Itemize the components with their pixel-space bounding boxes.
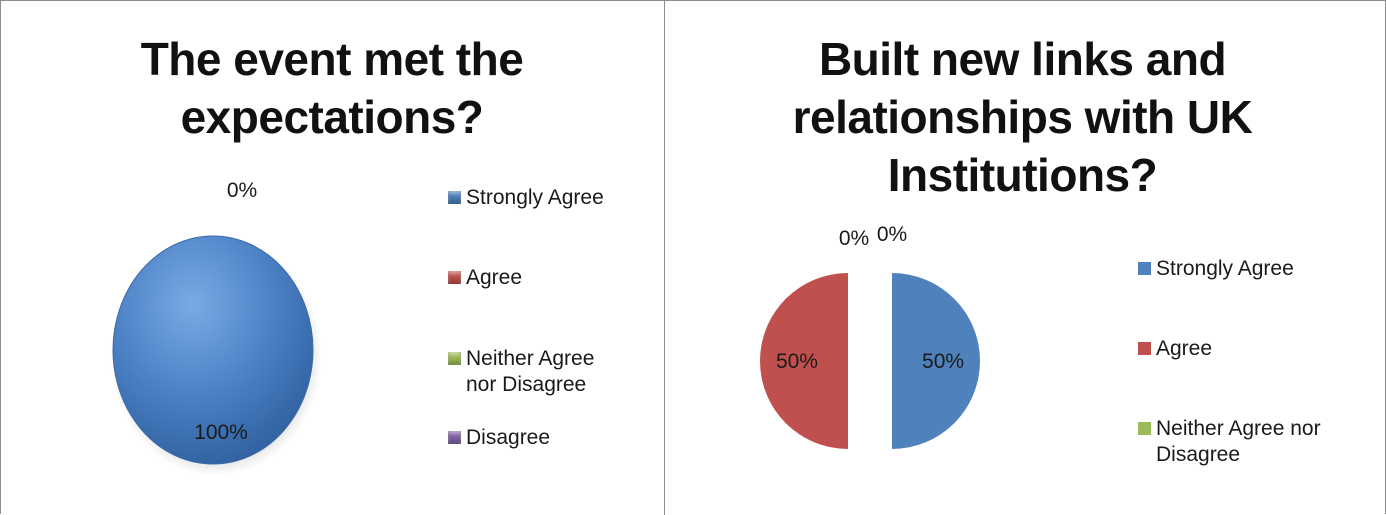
data-label-strongly-agree: 100% xyxy=(194,421,248,444)
data-label-strongly-agree: 50% xyxy=(922,350,964,373)
panel-divider xyxy=(664,0,665,515)
chart-title-line: relationships with UK xyxy=(792,91,1253,143)
legend-label-line: nor Disagree xyxy=(466,373,587,396)
legend-label: Strongly Agree xyxy=(1156,256,1294,282)
chart-title-line: Institutions? xyxy=(887,149,1158,201)
pie-slice-strongly-agree xyxy=(892,273,980,449)
chart-title: The event met the expectations? xyxy=(0,30,664,146)
legend-swatch xyxy=(448,431,461,444)
legend: Strongly Agree Agree Neither Agree nor D… xyxy=(1138,0,1378,515)
chart-title-line: The event met the xyxy=(140,33,524,85)
legend-label-line: Disagree xyxy=(1156,443,1241,466)
legend-swatch xyxy=(448,271,461,284)
data-label-zero: 0% xyxy=(877,223,907,246)
pie-plot-expectations: 100% 0% xyxy=(110,179,322,476)
chart-title: Built new links and relationships with U… xyxy=(665,30,1380,204)
chart-title-line: expectations? xyxy=(180,91,484,143)
pie-slice-strongly-agree xyxy=(112,235,314,465)
data-label-agree: 50% xyxy=(776,350,818,373)
legend-label: Neither Agree nor Disagree xyxy=(466,346,594,398)
legend-swatch xyxy=(448,352,461,365)
legend-label: Agree xyxy=(1156,336,1212,362)
data-label-zero: 0% xyxy=(227,179,257,202)
legend-swatch xyxy=(1138,422,1151,435)
data-label-zero: 0% xyxy=(839,227,869,250)
legend-label-line: Strongly Agree xyxy=(466,186,604,209)
legend-swatch xyxy=(1138,262,1151,275)
legend-label-line: Disagree xyxy=(466,426,551,449)
legend-label: Disagree xyxy=(466,425,550,451)
chart-panel-expectations: The event met the expectations? 100% 0% S… xyxy=(0,0,664,515)
legend: Strongly Agree Agree Neither Agree nor D… xyxy=(448,0,658,515)
pie-plot-links: 50% 50% 0% 0% xyxy=(760,223,980,449)
legend-label: Strongly Agree xyxy=(466,185,604,211)
chart-panel-links: Built new links and relationships with U… xyxy=(665,0,1385,515)
legend-label-line: Agree xyxy=(466,266,523,289)
legend-swatch xyxy=(1138,342,1151,355)
chart-title-line: Built new links and xyxy=(818,33,1227,85)
legend-label-line: Neither Agree xyxy=(466,347,595,370)
pie-slice-agree xyxy=(760,273,848,449)
legend-label: Neither Agree nor Disagree xyxy=(1156,416,1321,468)
legend-label: Agree xyxy=(466,265,522,291)
legend-swatch xyxy=(448,191,461,204)
legend-label-line: Agree xyxy=(1156,337,1213,360)
legend-label-line: Strongly Agree xyxy=(1156,257,1294,280)
legend-label-line: Neither Agree nor xyxy=(1156,417,1321,440)
